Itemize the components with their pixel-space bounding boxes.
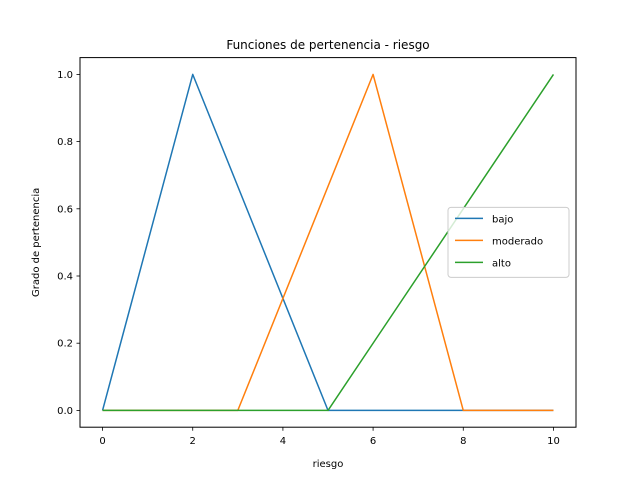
- axes-frame: [79, 57, 577, 428]
- legend-label-alto: alto: [492, 258, 511, 269]
- y-tick-label: 0.6: [57, 204, 73, 215]
- series-line-alto: [102, 73, 555, 412]
- y-axis-label: Grado de pertenencia: [31, 188, 42, 297]
- y-tick-label: 0.0: [57, 406, 73, 417]
- y-tick-label: 0.8: [57, 137, 73, 148]
- chart-title: Funciones de pertenencia - riesgo: [226, 38, 429, 52]
- legend-label-bajo: bajo: [492, 214, 513, 225]
- x-tick-label: 8: [460, 436, 466, 447]
- legend: bajo moderado alto: [447, 206, 570, 278]
- y-axis-ticks: 0.0 0.2 0.4 0.6 0.8 1.0: [57, 70, 80, 417]
- x-tick-label: 2: [190, 436, 196, 447]
- legend-frame: [447, 206, 570, 278]
- y-tick-label: 0.2: [57, 339, 73, 350]
- y-tick-label: 0.4: [57, 272, 73, 283]
- x-tick-label: 4: [280, 436, 286, 447]
- x-tick-label: 10: [547, 436, 560, 447]
- x-axis-label: riesgo: [313, 459, 344, 470]
- x-axis-ticks: 0 2 4 6 8 10: [99, 427, 560, 447]
- y-tick-label: 1.0: [57, 70, 73, 81]
- plot-area: [79, 57, 577, 428]
- x-tick-label: 6: [370, 436, 376, 447]
- series-layer: [101, 73, 555, 412]
- legend-label-moderado: moderado: [492, 236, 543, 247]
- series-line-bajo: [101, 73, 554, 412]
- x-tick-label: 0: [99, 436, 105, 447]
